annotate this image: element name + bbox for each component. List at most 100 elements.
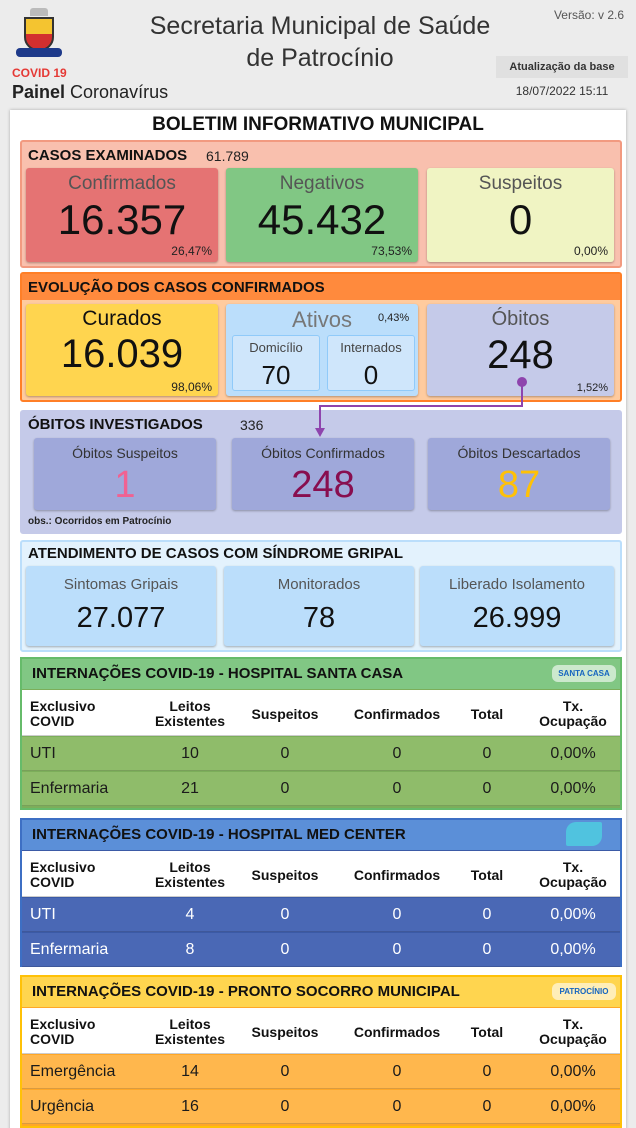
column-header: Exclusivo COVID: [30, 698, 96, 729]
table-cell: 0: [392, 1063, 402, 1080]
card: [226, 168, 418, 262]
section-title: ÓBITOS INVESTIGADOS: [28, 416, 203, 433]
table-cell: Urgência: [30, 1098, 95, 1115]
column-header: Leitos Existentes: [154, 859, 226, 890]
panel-title: Painel Coronavírus: [12, 82, 168, 103]
table-row: [22, 1055, 620, 1089]
column-header: Confirmados: [353, 1023, 441, 1040]
logo: [16, 8, 62, 64]
table-cell: 0: [392, 780, 402, 797]
table-cell: 0,00%: [550, 941, 596, 958]
card-label: Negativos: [279, 173, 365, 194]
column-header: Leitos Existentes: [154, 698, 226, 729]
card: [420, 566, 614, 646]
sub-card-value: 70: [261, 360, 291, 390]
card-value: 87: [497, 464, 541, 506]
column-header: Total: [470, 1023, 504, 1040]
column-header: Tx. Ocupação: [539, 698, 607, 729]
column-header: Total: [470, 705, 504, 722]
card: [26, 304, 218, 396]
table-cell: 4: [185, 906, 195, 923]
update-date: 18/07/2022 15:11: [515, 84, 609, 98]
table-cell: 0: [392, 745, 402, 762]
sub-card-value: 0: [363, 360, 379, 390]
table-cell: 0,00%: [550, 906, 596, 923]
title-line: Secretaria Municipal de Saúde: [149, 12, 491, 40]
card-label: Liberado Isolamento: [449, 576, 585, 593]
table-cell: 0,00%: [550, 780, 596, 797]
hospital-header: [22, 820, 620, 850]
card-value: 78: [302, 602, 336, 634]
column-header: Total: [470, 866, 504, 883]
table-cell: 0: [482, 745, 492, 762]
hospital-logo: [566, 822, 602, 846]
card-label: Monitorados: [277, 576, 361, 593]
section-title: CASOS EXAMINADOS: [28, 147, 188, 164]
table-cell: 0: [392, 906, 402, 923]
table-cell: 0: [392, 1098, 402, 1115]
card-percent: 98,06%: [171, 380, 212, 394]
version: Versão: v 2.6: [553, 8, 624, 22]
card-value: 27.077: [76, 602, 166, 634]
column-header: Exclusivo COVID: [30, 859, 96, 890]
card-label: Óbitos Suspeitos: [72, 445, 178, 461]
card: [34, 438, 216, 510]
column-header: Suspeitos: [251, 705, 319, 722]
panel-bold: Painel: [12, 82, 66, 102]
table-row: [22, 898, 620, 932]
logo-crown: [30, 8, 48, 16]
card-value: 0: [508, 196, 533, 243]
table-cell: Enfermaria: [30, 941, 109, 958]
card-value: 16.039: [60, 332, 184, 376]
sub-card-label: Internados: [340, 340, 402, 355]
section-title: ATENDIMENTO DE CASOS COM SÍNDROME GRIPAL: [28, 545, 404, 562]
table-cell: 0: [280, 745, 290, 762]
card: [26, 566, 216, 646]
section-title: EVOLUÇÃO DOS CASOS CONFIRMADOS: [28, 279, 325, 296]
table-header: [22, 1008, 620, 1054]
connector-line: [319, 382, 523, 430]
table-cell: 0,00%: [550, 1098, 596, 1115]
card: [427, 168, 614, 262]
hospital-header: [22, 659, 620, 689]
column-header: Tx. Ocupação: [539, 859, 607, 890]
section-title-bar: [22, 274, 620, 300]
column-header: Confirmados: [353, 705, 441, 722]
card-percent: 1,52%: [576, 382, 608, 394]
table-cell: 16: [181, 1098, 199, 1115]
card-percent: 0,43%: [378, 312, 410, 324]
column-header: Tx. Ocupação: [539, 1016, 607, 1047]
card-value: 45.432: [257, 196, 387, 243]
section-total: 336: [240, 417, 264, 433]
table-cell: Emergência: [30, 1063, 116, 1080]
column-header: Exclusivo COVID: [30, 1016, 96, 1047]
card-percent: 0,00%: [573, 244, 608, 258]
sub-card: [232, 335, 320, 391]
update-label: Atualização da base: [496, 56, 628, 78]
table-cell: 0: [280, 780, 290, 797]
table-cell: 0: [280, 1063, 290, 1080]
card-value: 26.999: [472, 602, 562, 634]
table-cell: 8: [185, 941, 195, 958]
card: [26, 168, 218, 262]
table-header: [22, 851, 620, 897]
connector-arrow: [315, 428, 325, 437]
card-value: 248: [291, 464, 355, 506]
table-row: [22, 933, 620, 967]
panel-sub: Coronavírus: [70, 82, 169, 102]
hospital-header: [22, 977, 620, 1007]
table-cell: 0: [482, 906, 492, 923]
card-label: Óbitos Confirmados: [261, 445, 385, 461]
column-header: Suspeitos: [251, 866, 319, 883]
table-cell: 10: [181, 745, 199, 762]
bulletin-title: BOLETIM INFORMATIVO MUNICIPAL: [152, 114, 484, 135]
card-percent: 73,53%: [371, 244, 412, 258]
table-cell: 0: [482, 780, 492, 797]
section-total: 61.789: [206, 148, 249, 164]
hospital-logo: SANTA CASA: [552, 665, 616, 682]
table-cell: 0,00%: [550, 745, 596, 762]
table-cell: Enfermaria: [30, 780, 109, 797]
table-row: [22, 1090, 620, 1124]
table-cell: 0: [482, 941, 492, 958]
